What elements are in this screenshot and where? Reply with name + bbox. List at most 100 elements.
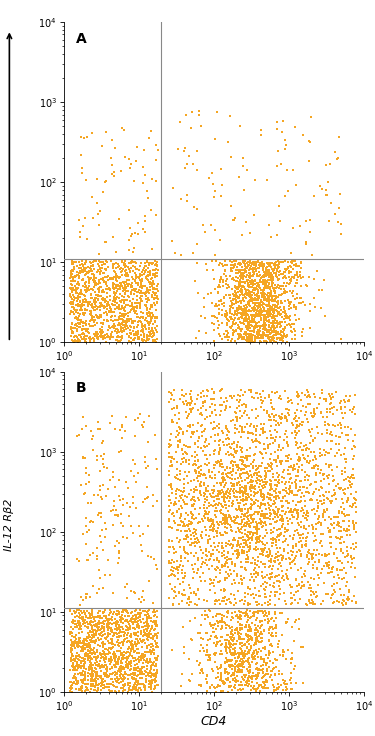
Point (339, 468, 345, 480)
Point (236, 308, 242, 319)
Point (257, 501, 263, 513)
Point (290, 285, 296, 297)
Point (308, 493, 314, 505)
Point (237, 454, 243, 466)
Point (140, 311, 146, 323)
Point (263, 478, 269, 489)
Point (250, 456, 256, 467)
Point (249, 274, 255, 286)
Point (142, 280, 148, 292)
Point (93, 654, 99, 665)
Point (209, 383, 215, 395)
Point (263, 323, 269, 335)
Point (274, 328, 280, 339)
Point (205, 649, 211, 661)
Point (90, 274, 96, 286)
Point (222, 641, 228, 653)
Point (235, 286, 241, 298)
Point (149, 646, 155, 658)
Point (213, 594, 219, 606)
Point (186, 454, 192, 466)
Point (94, 450, 100, 462)
Point (198, 387, 204, 399)
Point (201, 479, 207, 491)
Point (261, 277, 267, 289)
Point (238, 570, 244, 581)
Point (270, 323, 276, 335)
Point (241, 328, 247, 339)
Point (255, 291, 261, 303)
Point (86, 612, 92, 623)
Point (240, 490, 246, 502)
Point (290, 542, 296, 554)
Point (265, 549, 271, 561)
Point (181, 145, 187, 157)
Point (93, 673, 99, 684)
Point (310, 411, 316, 422)
Point (251, 308, 257, 320)
Point (118, 626, 124, 638)
Point (106, 622, 112, 634)
Point (282, 285, 288, 297)
Point (135, 643, 141, 654)
Point (216, 617, 222, 629)
Point (279, 126, 285, 138)
Point (272, 508, 278, 520)
Point (120, 654, 126, 665)
Point (280, 115, 286, 127)
Point (285, 262, 291, 274)
Point (282, 385, 288, 397)
Point (257, 475, 263, 487)
Point (293, 258, 299, 269)
Point (274, 506, 280, 518)
Point (288, 394, 294, 406)
Point (234, 275, 240, 287)
Point (239, 514, 245, 526)
Point (118, 296, 124, 308)
Point (269, 571, 275, 583)
Point (201, 645, 207, 657)
Point (341, 515, 347, 527)
Point (138, 291, 144, 302)
Point (89, 310, 95, 322)
Point (255, 330, 261, 342)
Point (174, 456, 180, 468)
Point (100, 582, 106, 594)
Point (252, 557, 258, 569)
Point (152, 269, 157, 281)
Point (310, 435, 316, 447)
Point (106, 618, 112, 630)
Point (216, 456, 222, 468)
Point (72, 270, 78, 282)
Point (169, 453, 175, 464)
Point (122, 255, 128, 266)
Point (245, 598, 251, 609)
Point (207, 578, 213, 590)
Point (113, 627, 119, 639)
Point (168, 497, 174, 509)
Point (321, 498, 327, 509)
Point (87, 334, 93, 346)
Point (124, 605, 130, 617)
Point (238, 475, 244, 487)
Point (82, 284, 88, 296)
Point (231, 214, 237, 226)
Point (110, 641, 116, 653)
Point (189, 428, 195, 439)
Point (187, 403, 193, 415)
Point (101, 646, 107, 658)
Point (142, 670, 148, 682)
Point (133, 297, 139, 308)
Point (119, 255, 125, 267)
Point (296, 420, 302, 432)
Point (190, 566, 196, 578)
Point (241, 459, 247, 470)
Point (108, 606, 114, 618)
Point (83, 592, 89, 604)
Point (246, 670, 252, 682)
Point (226, 315, 232, 327)
Point (110, 316, 116, 328)
Point (234, 539, 240, 551)
Point (251, 468, 257, 480)
Point (231, 539, 237, 551)
